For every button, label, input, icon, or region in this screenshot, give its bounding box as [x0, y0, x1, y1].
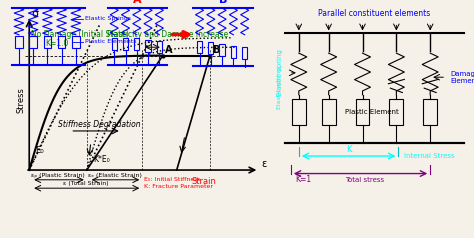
Text: K: Fracture Parameter: K: Fracture Parameter: [144, 184, 213, 189]
Text: Strain: Strain: [191, 177, 216, 186]
Text: Stress: Stress: [17, 87, 26, 113]
Text: K=1.0: K=1.0: [46, 39, 69, 48]
Text: εₑ (Elastic Strain): εₑ (Elastic Strain): [88, 173, 141, 178]
Text: Plastic Elements: Plastic Elements: [85, 40, 137, 45]
Bar: [72, 36, 80, 48]
Text: No Damage (Initial State): No Damage (Initial State): [31, 30, 129, 40]
Text: Elastic spring: Elastic spring: [277, 67, 283, 109]
Text: ε (Total Strain): ε (Total Strain): [63, 181, 109, 186]
Text: ε: ε: [261, 159, 267, 169]
Text: Internal Stress: Internal Stress: [404, 153, 455, 159]
Bar: [389, 99, 403, 125]
Bar: [134, 38, 139, 50]
Bar: [292, 99, 306, 125]
Text: Stiffness Degradation: Stiffness Degradation: [58, 120, 141, 129]
Text: K=1: K=1: [295, 175, 311, 184]
Bar: [219, 44, 225, 56]
Bar: [29, 36, 37, 48]
Text: Plastic Element: Plastic Element: [345, 109, 398, 115]
Text: σ: σ: [31, 9, 38, 19]
Bar: [197, 41, 202, 53]
Text: Plasticity and Damage Increase: Plasticity and Damage Increase: [107, 30, 228, 40]
Bar: [146, 40, 151, 52]
Bar: [15, 36, 23, 48]
Bar: [423, 99, 437, 125]
Bar: [242, 47, 247, 59]
Text: Elastic spring: Elastic spring: [277, 50, 283, 96]
Text: Elastic Springs: Elastic Springs: [85, 16, 131, 21]
Bar: [208, 42, 213, 54]
Bar: [58, 36, 65, 48]
Text: K: K: [346, 145, 351, 154]
Text: Damaged
Elements: Damaged Elements: [450, 71, 474, 84]
Bar: [123, 38, 128, 50]
Text: εₚ (Plastic Strain): εₚ (Plastic Strain): [31, 173, 85, 178]
Bar: [322, 99, 336, 125]
Text: B: B: [219, 0, 227, 5]
Text: Parallel constituent elements: Parallel constituent elements: [319, 9, 430, 18]
Bar: [157, 41, 162, 53]
Bar: [44, 36, 51, 48]
Text: E₀: Initial Stiffness: E₀: Initial Stiffness: [144, 177, 201, 182]
Text: Total stress: Total stress: [345, 177, 384, 183]
Text: A: A: [165, 45, 172, 55]
Text: A: A: [133, 0, 142, 5]
Bar: [231, 45, 236, 58]
Text: E₀: E₀: [36, 146, 44, 155]
Text: B: B: [212, 45, 219, 55]
Text: K*E₀: K*E₀: [93, 155, 109, 164]
Bar: [356, 99, 370, 125]
Bar: [111, 38, 117, 50]
